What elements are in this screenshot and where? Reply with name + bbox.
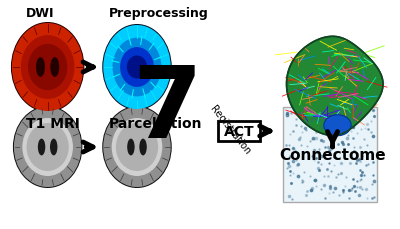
Ellipse shape (116, 123, 158, 171)
Ellipse shape (102, 106, 172, 188)
Ellipse shape (22, 118, 73, 176)
Ellipse shape (120, 48, 154, 87)
Text: Connectome: Connectome (279, 147, 386, 162)
Ellipse shape (36, 58, 45, 78)
Ellipse shape (102, 25, 172, 111)
Bar (283, 108, 377, 202)
Ellipse shape (324, 115, 351, 136)
Ellipse shape (12, 24, 83, 112)
Ellipse shape (38, 139, 45, 156)
Ellipse shape (50, 139, 58, 156)
Text: ACT: ACT (224, 124, 254, 138)
Ellipse shape (127, 56, 147, 79)
Ellipse shape (139, 139, 147, 156)
Ellipse shape (14, 108, 81, 187)
Ellipse shape (103, 26, 171, 109)
Text: Preprocessing: Preprocessing (109, 7, 209, 20)
Ellipse shape (50, 58, 59, 78)
Ellipse shape (11, 23, 84, 112)
Ellipse shape (28, 45, 67, 91)
Text: T1 MRI: T1 MRI (26, 117, 80, 131)
Ellipse shape (103, 108, 171, 187)
PathPatch shape (286, 37, 383, 136)
Ellipse shape (112, 118, 162, 176)
Text: Registration: Registration (208, 103, 253, 156)
Ellipse shape (127, 139, 135, 156)
Ellipse shape (112, 38, 162, 97)
Bar (218, 121, 260, 141)
Text: DWI: DWI (26, 7, 54, 20)
Ellipse shape (21, 36, 74, 99)
Text: Parcellation: Parcellation (109, 117, 203, 131)
Ellipse shape (13, 106, 82, 188)
Text: 7: 7 (132, 61, 202, 158)
Ellipse shape (26, 123, 69, 171)
